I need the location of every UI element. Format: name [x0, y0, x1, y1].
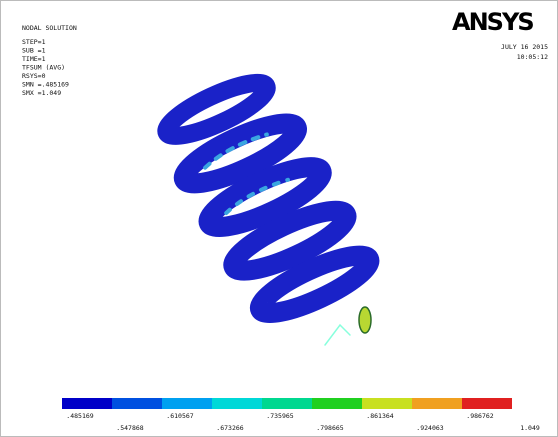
header-line: SUB =1: [22, 47, 46, 55]
legend-label: .673266: [216, 424, 243, 432]
legend-label: .610567: [166, 412, 193, 420]
color-swatch: [362, 398, 412, 409]
legend-label: .798665: [316, 424, 343, 432]
screen: NODAL SOLUTION STEP=1SUB =1TIME=1TFSUM (…: [0, 0, 558, 437]
legend-label: .861364: [366, 412, 393, 420]
header-line: SMX =1.049: [22, 89, 61, 97]
header-line: TFSUM (AVG): [22, 64, 65, 72]
legend-label: .986762: [466, 412, 493, 420]
ansys-view: NODAL SOLUTION STEP=1SUB =1TIME=1TFSUM (…: [0, 0, 558, 437]
legend-label: .924063: [416, 424, 443, 432]
color-swatch: [312, 398, 362, 409]
date: JULY 16 2015: [501, 43, 548, 51]
color-swatch: [412, 398, 462, 409]
time: 10:05:12: [517, 53, 548, 61]
legend-label: 1.049: [520, 424, 540, 432]
header-line: TIME=1: [22, 55, 46, 63]
legend-label: .547868: [116, 424, 143, 432]
color-swatch: [212, 398, 262, 409]
color-swatch: [112, 398, 162, 409]
color-swatch: [462, 398, 512, 409]
header-line: SMN =.485169: [22, 81, 69, 89]
header-line: RSYS=0: [22, 72, 46, 80]
color-swatch: [62, 398, 112, 409]
title: NODAL SOLUTION: [22, 24, 77, 32]
color-swatch: [262, 398, 312, 409]
color-swatch: [162, 398, 212, 409]
header-line: STEP=1: [22, 38, 46, 46]
legend-label: .735965: [266, 412, 293, 420]
legend-label: .485169: [66, 412, 93, 420]
logo: ANSYS: [452, 8, 533, 36]
